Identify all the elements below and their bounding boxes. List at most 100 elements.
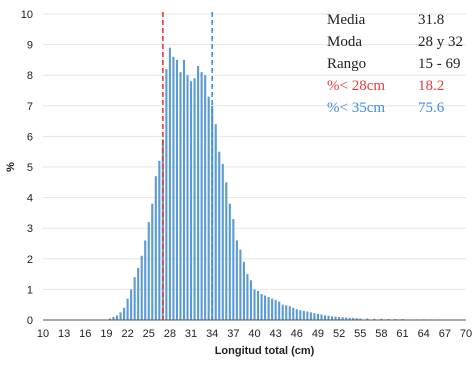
bar-25.5 [151,203,154,320]
x-tick-label-10: 10 [37,328,49,340]
bar-53 [345,317,348,320]
stat-value-1: 28 y 32 [418,34,463,50]
bar-51 [330,316,334,320]
bar-32 [197,66,200,321]
y-tick-label-5: 5 [27,162,33,174]
stat-value-4: 75.6 [418,100,445,116]
chart-gridlines [43,13,466,290]
x-tick-label-34: 34 [206,328,218,340]
bar-54.5 [355,318,358,320]
bar-35 [218,151,221,320]
bar-45 [288,306,291,320]
bar-40 [253,289,256,320]
x-tick-label-70: 70 [460,328,472,340]
bar-31 [189,81,193,320]
x-tick-label-28: 28 [164,328,176,340]
bar-29 [175,59,179,321]
y-tick-label-8: 8 [27,70,33,82]
bar-48.5 [313,313,316,320]
stats-annotation-box: Media 31.8 Moda 28 y 32 Rango 15 - 69 %< 28cm 1… [327,12,463,116]
bar-42 [267,297,270,320]
y-tick-label-6: 6 [27,131,33,143]
x-axis-label: Longitud total (cm) [215,345,315,357]
bar-51.5 [334,316,337,320]
bar-52 [338,316,341,320]
bar-34.5 [214,124,217,320]
bar-23 [133,277,136,320]
bar-41 [260,293,263,320]
stat-value-2: 15 - 69 [418,56,461,72]
bar-31.5 [193,78,196,320]
bar-29.5 [179,72,182,320]
bar-37 [232,219,235,320]
bar-39.5 [249,280,253,320]
y-tick-label-4: 4 [27,193,33,205]
x-tick-label-37: 37 [227,328,239,340]
x-tick-label-22: 22 [121,328,133,340]
bar-47.5 [306,311,309,320]
x-tick-label-58: 58 [375,328,387,340]
y-tick-label-10: 10 [21,9,33,21]
x-tick-label-31: 31 [185,328,197,340]
bar-43.5 [278,301,281,320]
bar-52.5 [341,317,344,320]
bar-48 [309,312,312,320]
y-axis-label: % [5,162,17,172]
bar-49 [316,313,320,320]
x-tick-label-19: 19 [100,328,112,340]
bar-28.5 [172,56,175,321]
bar-38.5 [242,261,245,320]
bar-36.5 [228,203,231,320]
x-tick-label-13: 13 [58,328,70,340]
bar-49.5 [320,314,323,320]
x-tick-label-40: 40 [248,328,260,340]
x-tick-label-16: 16 [79,328,91,340]
stat-label-0: Media [327,12,366,28]
histogram-bars [108,47,461,321]
bar-40.5 [256,290,260,320]
x-tick-label-67: 67 [439,328,451,340]
bar-41.5 [264,295,267,320]
stat-label-2: Rango [327,56,366,72]
x-tick-label-46: 46 [291,328,303,340]
bar-23.5 [137,267,140,320]
stat-value-3: 18.2 [418,78,444,94]
bar-37.5 [235,240,238,320]
bar-21 [119,312,122,320]
bar-30.5 [186,75,189,320]
x-tick-label-52: 52 [333,328,345,340]
reference-lines [162,12,213,320]
bar-20 [112,316,115,320]
bar-24 [140,255,143,320]
x-tick-label-55: 55 [354,328,366,340]
bar-44 [281,304,284,320]
bar-35.5 [221,163,224,320]
bar-21.5 [123,307,126,320]
stat-label-3: %< 28cm [327,78,385,94]
bar-22.5 [130,289,133,320]
bar-54 [352,317,355,320]
bar-26.5 [158,160,161,320]
bar-33 [204,75,207,320]
x-tick-label-25: 25 [143,328,155,340]
y-tick-label-3: 3 [27,223,33,235]
bar-55 [359,318,362,320]
bar-46 [295,309,298,320]
bar-36 [225,182,228,320]
x-axis-ticks: 10 13 16 19 22 25 28 31 34 37 40 43 46 49 52 55 58 61 64 67… [37,328,472,340]
y-axis-ticks: 0 1 2 3 4 5 6 7 8 9 10 [21,9,33,327]
bar-58 [380,318,383,320]
bar-28 [168,47,171,320]
bar-22 [126,298,129,320]
bar-39 [246,274,249,320]
bar-53.5 [348,317,351,320]
bar-24.5 [144,240,147,320]
bar-26 [154,176,157,320]
bar-27.5 [165,69,168,320]
y-tick-label-2: 2 [27,254,33,266]
bar-47 [302,310,305,320]
bar-56 [366,318,369,320]
bar-25 [147,222,150,320]
y-tick-label-7: 7 [27,101,33,113]
